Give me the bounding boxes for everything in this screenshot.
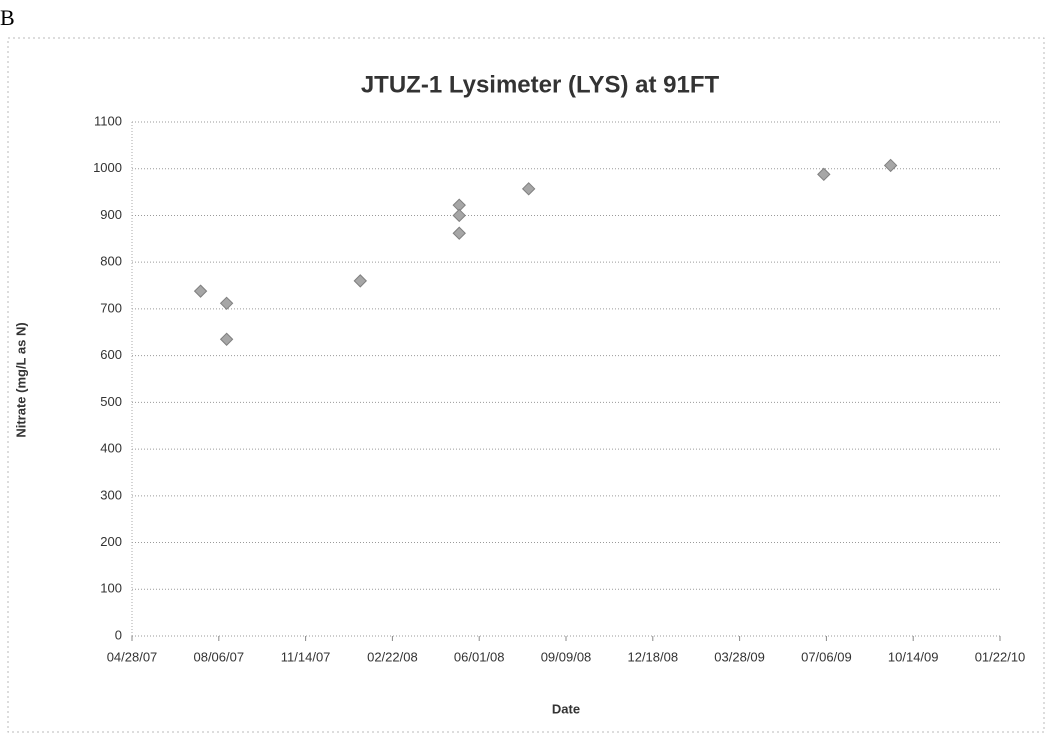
- y-tick-label: 0: [115, 627, 122, 642]
- x-axis-label: Date: [552, 701, 580, 716]
- y-tick-label: 800: [100, 254, 122, 269]
- x-tick-label: 03/28/09: [714, 649, 765, 664]
- x-tick-label: 09/09/08: [541, 649, 592, 664]
- data-point: [817, 167, 831, 182]
- y-axis-label: Nitrate (mg/L as N): [13, 322, 28, 437]
- data-point: [353, 274, 367, 288]
- y-tick-label: 1000: [93, 160, 122, 175]
- y-tick-label: 200: [100, 534, 122, 549]
- data-point: [883, 158, 898, 173]
- data-point: [452, 226, 466, 240]
- x-tick-label: 04/28/07: [107, 649, 158, 664]
- x-tick-label: 08/06/07: [193, 649, 244, 664]
- y-tick-label: 100: [100, 581, 122, 596]
- data-point: [521, 182, 536, 196]
- x-tick-label: 01/22/10: [975, 649, 1026, 664]
- data-point: [452, 208, 466, 223]
- x-tick-label: 12/18/08: [627, 649, 678, 664]
- y-tick-label: 1100: [94, 113, 122, 128]
- y-tick-label: 600: [100, 347, 122, 362]
- x-tick-label: 02/22/08: [367, 649, 418, 664]
- chart-title: JTUZ-1 Lysimeter (LYS) at 91FT: [361, 71, 720, 98]
- data-point: [219, 296, 234, 311]
- data-point: [219, 332, 234, 346]
- x-tick-label: 11/14/07: [281, 649, 331, 664]
- y-tick-label: 700: [100, 300, 122, 315]
- y-tick-label: 300: [100, 487, 122, 502]
- panel-label: B: [0, 5, 15, 30]
- x-tick-label: 10/14/09: [888, 649, 939, 664]
- y-tick-label: 900: [100, 207, 122, 222]
- chart-frame: [7, 37, 1045, 733]
- x-tick-label: 07/06/09: [801, 649, 852, 664]
- data-point: [193, 284, 208, 298]
- y-tick-label: 500: [100, 394, 122, 409]
- y-tick-label: 400: [100, 441, 122, 456]
- x-tick-label: 06/01/08: [454, 649, 505, 664]
